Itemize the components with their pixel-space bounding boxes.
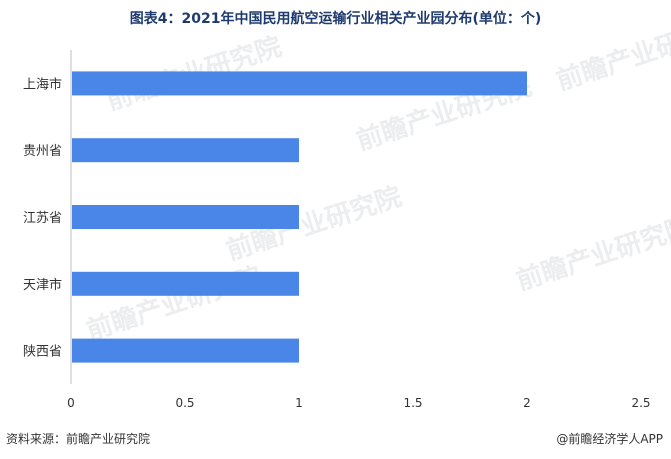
bar-4 [72,271,299,296]
category-label: 天津市 [23,277,62,293]
x-tick-label: 2.5 [631,396,650,410]
brand-credit: @前瞻经济学人APP [556,432,663,446]
x-tick-label: 0.5 [175,396,194,410]
x-tick-labels: 0 0.5 1 1.5 2 2.5 [67,396,650,410]
category-label: 贵州省 [23,144,62,159]
x-tick-label: 1 [295,396,303,410]
x-tick-label: 2 [523,396,531,410]
category-label: 江苏省 [23,210,62,226]
x-tick-label: 0 [67,396,75,410]
source-note: 资料来源：前瞻产业研究院 [6,432,151,446]
category-label: 陕西省 [23,345,62,360]
x-tick-label: 1.5 [403,396,422,410]
bars-group [72,71,527,363]
watermark-text: 前瞻产业研究院 [513,211,671,297]
bar-3 [72,205,299,229]
chart-title: 图表4：2021年中国民用航空运输行业相关产业园分布(单位：个) [129,11,542,27]
category-label: 上海市 [23,76,62,92]
bar-5 [72,338,299,363]
watermark-text: 前瞻产业研究院 [553,11,671,97]
bar-1 [72,71,527,96]
bar-2 [72,138,299,163]
watermark-layer: 前瞻产业研究院前瞻产业研究院前瞻产业研究院前瞻产业研究院前瞻产业研究院前瞻产业研… [83,11,671,347]
